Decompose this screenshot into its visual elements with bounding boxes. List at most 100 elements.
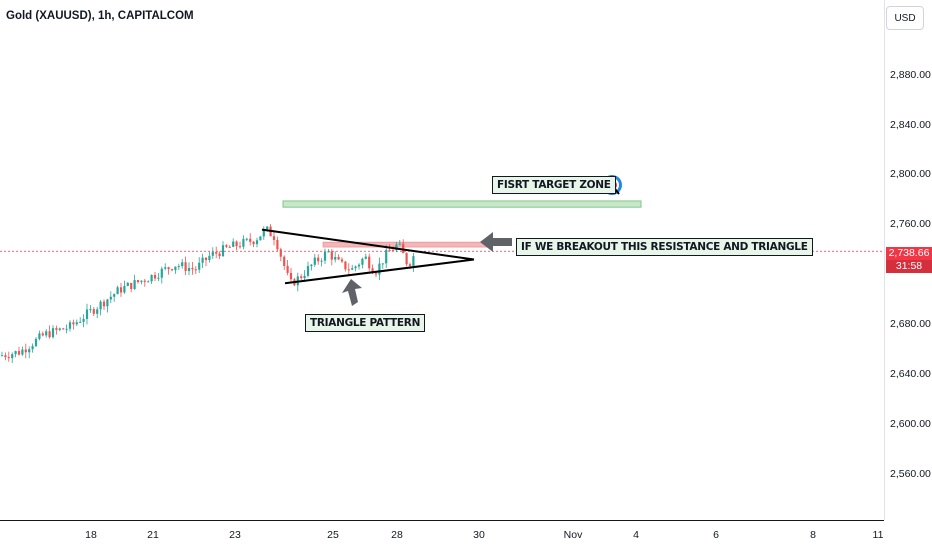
candle-body bbox=[283, 256, 286, 266]
candle-body bbox=[306, 266, 310, 276]
y-tick-label: 2,800.00 bbox=[890, 168, 931, 180]
candle-body bbox=[361, 258, 364, 265]
x-tick-label: 18 bbox=[85, 529, 97, 541]
candle-body bbox=[388, 249, 391, 251]
y-tick-label: 2,600.00 bbox=[890, 418, 931, 430]
candle-body bbox=[368, 256, 371, 269]
triangle-label[interactable]: TRIANGLE PATTERN bbox=[305, 314, 426, 332]
candle-body bbox=[7, 357, 10, 359]
x-tick-label: 21 bbox=[147, 529, 159, 541]
candle-body bbox=[340, 259, 344, 262]
candle-body bbox=[194, 269, 197, 271]
x-tick-label: 28 bbox=[391, 529, 403, 541]
candle-body bbox=[21, 349, 24, 355]
triangle-upper-line bbox=[261, 228, 475, 261]
candle-body bbox=[126, 282, 129, 287]
y-tick-label: 2,840.00 bbox=[890, 119, 931, 131]
y-tick-label: 2,560.00 bbox=[890, 468, 931, 480]
target-zone-label[interactable]: FISRT TARGET ZONE bbox=[492, 176, 616, 194]
candle-body bbox=[249, 238, 252, 242]
candle-body bbox=[337, 257, 340, 260]
candle-body bbox=[300, 276, 303, 279]
chart-title: Gold (XAUUSD), 1h, CAPITALCOM bbox=[6, 10, 194, 22]
x-tick-label: 23 bbox=[229, 529, 241, 541]
candle-body bbox=[24, 349, 27, 353]
candle-body bbox=[286, 265, 289, 273]
breakout-arrow-icon bbox=[480, 232, 512, 252]
y-tick-label: 2,760.00 bbox=[890, 218, 931, 230]
candle-body bbox=[323, 251, 327, 261]
resistance-zone-rect bbox=[322, 241, 492, 248]
current-price-label: 2,738.66 bbox=[886, 247, 932, 260]
candle-body bbox=[82, 318, 85, 322]
x-tick-label: 6 bbox=[713, 529, 719, 541]
candle-body bbox=[167, 267, 170, 270]
candle-body bbox=[391, 250, 395, 252]
currency-button[interactable]: USD bbox=[886, 6, 924, 30]
candle-body bbox=[45, 331, 48, 336]
candle-body bbox=[72, 322, 75, 325]
candle-body bbox=[395, 244, 398, 251]
candle-body bbox=[354, 266, 357, 269]
candle-body bbox=[109, 296, 112, 300]
target-zone-rect bbox=[282, 200, 642, 208]
candle-body bbox=[364, 256, 367, 259]
x-tick-label: 25 bbox=[327, 529, 339, 541]
y-tick-label: 2,680.00 bbox=[890, 318, 931, 330]
time-axis-divider bbox=[0, 520, 884, 521]
candle-body bbox=[113, 294, 116, 297]
candle-body bbox=[79, 321, 82, 323]
candle-body bbox=[177, 266, 180, 268]
candle-body bbox=[89, 309, 92, 311]
candle-body bbox=[160, 268, 163, 278]
candle-body bbox=[99, 301, 102, 310]
candle-body bbox=[201, 257, 204, 263]
candle-body bbox=[310, 264, 313, 267]
candle-body bbox=[143, 280, 146, 282]
candle-body bbox=[344, 261, 347, 270]
candle-body bbox=[48, 331, 51, 338]
candle-body bbox=[31, 346, 34, 350]
candle-body bbox=[34, 338, 38, 347]
candle-body bbox=[58, 328, 61, 330]
candle-body bbox=[181, 262, 184, 267]
candle-body bbox=[14, 351, 17, 355]
candle-body bbox=[385, 249, 388, 264]
candle-body bbox=[313, 257, 316, 265]
x-tick-label: Nov bbox=[563, 529, 583, 541]
candle-body bbox=[211, 252, 214, 256]
candle-body bbox=[198, 262, 201, 270]
candle-body bbox=[136, 280, 140, 283]
candle-body bbox=[221, 245, 225, 257]
candle-body bbox=[68, 322, 72, 329]
candle-body bbox=[4, 355, 7, 358]
candle-body bbox=[55, 328, 58, 330]
candle-body bbox=[140, 280, 143, 283]
candle-body bbox=[204, 257, 208, 261]
candle-body bbox=[351, 268, 354, 270]
candle-body bbox=[11, 354, 14, 359]
candle-body bbox=[238, 246, 242, 248]
candle-body bbox=[62, 328, 65, 330]
candle-body bbox=[130, 282, 133, 289]
candle-body bbox=[150, 274, 153, 282]
candle-body bbox=[374, 273, 378, 275]
candle-body bbox=[378, 263, 381, 275]
breakout-label[interactable]: IF WE BREAKOUT THIS RESISTANCE AND TRIAN… bbox=[516, 238, 813, 256]
candle-body bbox=[92, 309, 95, 314]
candle-body bbox=[347, 269, 350, 271]
candle-body bbox=[51, 328, 55, 338]
candle-body bbox=[85, 309, 89, 319]
candle-body bbox=[235, 241, 238, 247]
candle-body bbox=[266, 226, 269, 230]
candle-body bbox=[320, 260, 323, 262]
candle-body bbox=[398, 243, 401, 245]
price-axis-divider bbox=[884, 0, 885, 520]
candle-body bbox=[279, 249, 282, 257]
candle-body bbox=[330, 251, 333, 260]
candle-body bbox=[75, 322, 78, 325]
candle-body bbox=[38, 333, 41, 339]
candle-body bbox=[187, 268, 191, 271]
y-tick-label: 2,640.00 bbox=[890, 368, 931, 380]
